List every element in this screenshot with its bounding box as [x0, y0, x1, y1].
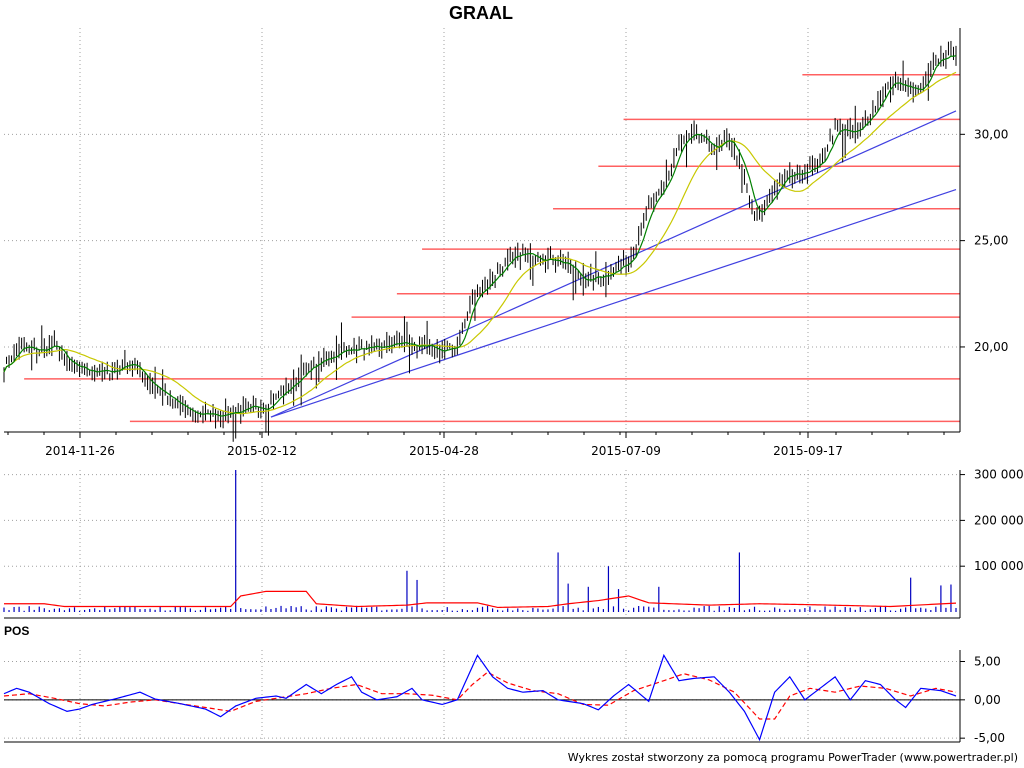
volume-y-tick-label: 200 000 — [974, 513, 1024, 527]
price-bars — [3, 40, 957, 442]
price-y-tick-label: 25,00 — [974, 234, 1008, 248]
volume-y-ticks: 100 000 200 000 300 000 — [960, 468, 1024, 573]
volume-y-tick-label: 100 000 — [974, 559, 1024, 573]
pos-line — [3, 653, 957, 742]
sma-short-line — [3, 55, 957, 417]
price-y-ticks: 20,00 25,00 30,00 — [960, 127, 1008, 354]
price-x-tick-label: 2015-02-12 — [227, 444, 297, 458]
pos-y-ticks: -5,00 0,00 5,00 — [960, 655, 1005, 745]
volume-y-tick-label: 300 000 — [974, 468, 1024, 482]
volume-grid — [4, 470, 960, 618]
sma-long-line — [3, 71, 957, 415]
price-x-tick-label: 2015-04-28 — [409, 444, 479, 458]
support-lines — [24, 74, 960, 423]
volume-average-line — [4, 590, 957, 609]
volume-bars — [3, 470, 957, 612]
price-y-tick-label: 20,00 — [974, 340, 1008, 354]
trend-lines — [270, 110, 957, 418]
price-y-tick-label: 30,00 — [974, 127, 1008, 141]
pos-y-tick-label: 5,00 — [974, 655, 1001, 669]
footer-credit: Wykres został stworzony za pomocą progra… — [568, 751, 1018, 764]
price-x-ticks: 2014-11-26 2015-02-12 2015-04-28 2015-07-09… — [7, 432, 945, 458]
price-x-tick-label: 2014-11-26 — [45, 444, 115, 458]
trend-line — [270, 110, 957, 418]
pos-panel-label: POS — [4, 624, 29, 638]
chart-title: GRAAL — [449, 3, 513, 23]
price-x-tick-label: 2015-07-09 — [591, 444, 661, 458]
pos-y-tick-label: 0,00 — [974, 693, 1001, 707]
price-x-tick-label: 2015-09-17 — [773, 444, 843, 458]
pos-y-tick-label: -5,00 — [974, 731, 1005, 745]
trend-line — [270, 189, 957, 418]
